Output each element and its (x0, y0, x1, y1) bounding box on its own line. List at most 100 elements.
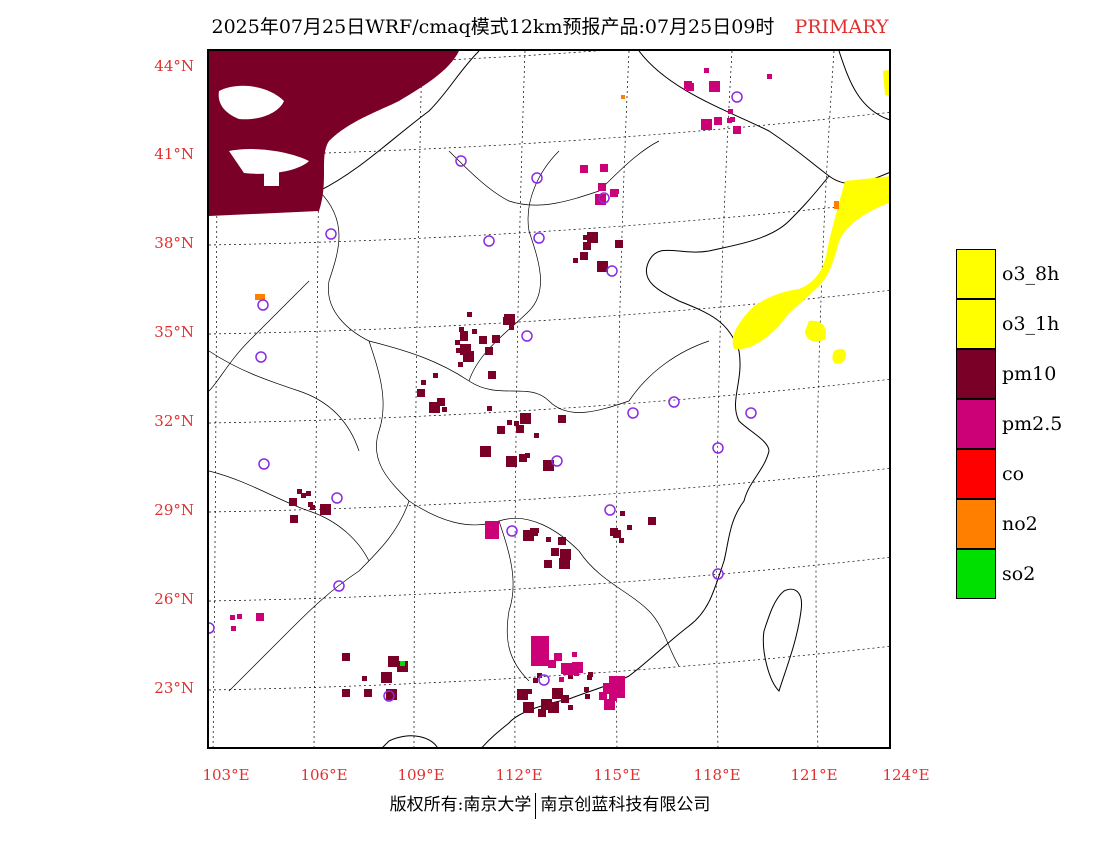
clear-gap (264, 159, 279, 186)
pm10-cell (456, 348, 461, 353)
hainan-island (382, 735, 438, 747)
station-marker (455, 155, 467, 167)
pm10-cell (587, 232, 598, 243)
pm10-cell (561, 695, 569, 703)
pm25-cell (709, 81, 720, 92)
pm10-cell (527, 689, 532, 694)
footer-left: 版权所有:南京大学 (389, 795, 532, 815)
pm10-cell (543, 460, 554, 471)
pm25-cell (727, 118, 732, 123)
pm10-cell (568, 705, 573, 710)
pm25-cell (701, 119, 712, 130)
station-marker (598, 192, 610, 204)
legend-label: o3_1h (1002, 313, 1060, 335)
pm25-cell (572, 652, 577, 657)
pm10-cell (306, 491, 311, 496)
pm10-cell (551, 548, 559, 556)
o3-region (832, 349, 846, 364)
pm10-cell (519, 454, 527, 462)
meridian-line (514, 51, 526, 747)
legend-swatch (956, 449, 996, 499)
pm10-cell (463, 351, 474, 362)
latitude-tick-label: 38°N (154, 234, 194, 252)
pm10-cell (472, 329, 477, 334)
footer-separator (535, 792, 537, 819)
parallel-line (209, 379, 889, 424)
pm10-cell (619, 538, 624, 543)
pm10-cell (509, 325, 514, 330)
pm10-cell (514, 421, 519, 426)
pm10-cell (552, 688, 563, 699)
pm10-cell (397, 661, 408, 672)
pm10-cell (459, 327, 464, 332)
pm25-cell (554, 653, 562, 661)
korea-coast (838, 51, 889, 121)
pm25-cell (599, 692, 607, 700)
pm25-cell (609, 676, 625, 698)
pm25-cell (237, 614, 242, 619)
province-lines (209, 140, 710, 692)
station-marker (531, 172, 543, 184)
meridian-line (815, 51, 835, 747)
station-marker (333, 580, 345, 592)
legend-label: no2 (1002, 513, 1038, 535)
legend-swatch (956, 349, 996, 399)
meridian-line (615, 51, 630, 747)
pm10-cell (587, 675, 592, 680)
pm10-cell (460, 344, 471, 355)
pm10-cell (421, 380, 426, 385)
clear-gap (218, 85, 284, 120)
pollution-map (207, 49, 891, 749)
pm25-cell (614, 189, 619, 194)
pm10-cell (568, 674, 573, 679)
longitude-tick-label: 118°E (693, 766, 741, 784)
legend-swatch (956, 549, 996, 599)
station-marker (551, 455, 563, 467)
station-marker (731, 91, 743, 103)
legend-swatch (956, 399, 996, 449)
latitude-tick-label: 26°N (154, 590, 194, 608)
pm10-cell (488, 371, 496, 379)
pm10-cell (386, 689, 397, 700)
pm25-cell (604, 699, 615, 710)
pm10-cell (548, 702, 559, 713)
station-marker (325, 228, 337, 240)
pm10-cell (290, 515, 298, 523)
pm10-cell (584, 687, 589, 692)
longitude-tick-label: 115°E (593, 766, 641, 784)
pm10-cell (301, 493, 306, 498)
pm10-cell (320, 504, 331, 515)
station-marker (331, 492, 343, 504)
longitude-tick-label: 124°E (882, 766, 930, 784)
pm10-cell (485, 347, 493, 355)
legend-swatch (956, 249, 996, 299)
pm10-cell (479, 336, 487, 344)
pm10-cell (460, 333, 468, 341)
pm25-cell (256, 613, 264, 621)
station-marker (538, 674, 550, 686)
station-marker (483, 235, 495, 247)
pm10-cell (558, 537, 566, 545)
longitude-tick-label: 103°E (202, 766, 250, 784)
pm10-cell (517, 689, 528, 700)
o3-region (883, 69, 889, 96)
pm25-cell (531, 636, 549, 666)
station-marker (668, 396, 680, 408)
pm10-region (209, 51, 459, 216)
pm10-cell (417, 389, 425, 397)
station-marker (627, 407, 639, 419)
pm10-cell (429, 402, 440, 413)
pm25-cell (714, 117, 722, 125)
pm25-cell (548, 660, 556, 668)
pm10-cell (573, 258, 578, 263)
pm10-cell (364, 689, 372, 697)
pm10-cell (620, 511, 625, 516)
pm25-cell (730, 117, 735, 122)
pm25-cell (572, 662, 583, 673)
station-marker (258, 458, 270, 470)
no2-cell (621, 95, 625, 99)
legend-label: pm2.5 (1002, 413, 1063, 435)
meridian-line (313, 51, 321, 747)
pm10-cell (503, 317, 511, 325)
pm10-cell (588, 672, 593, 677)
